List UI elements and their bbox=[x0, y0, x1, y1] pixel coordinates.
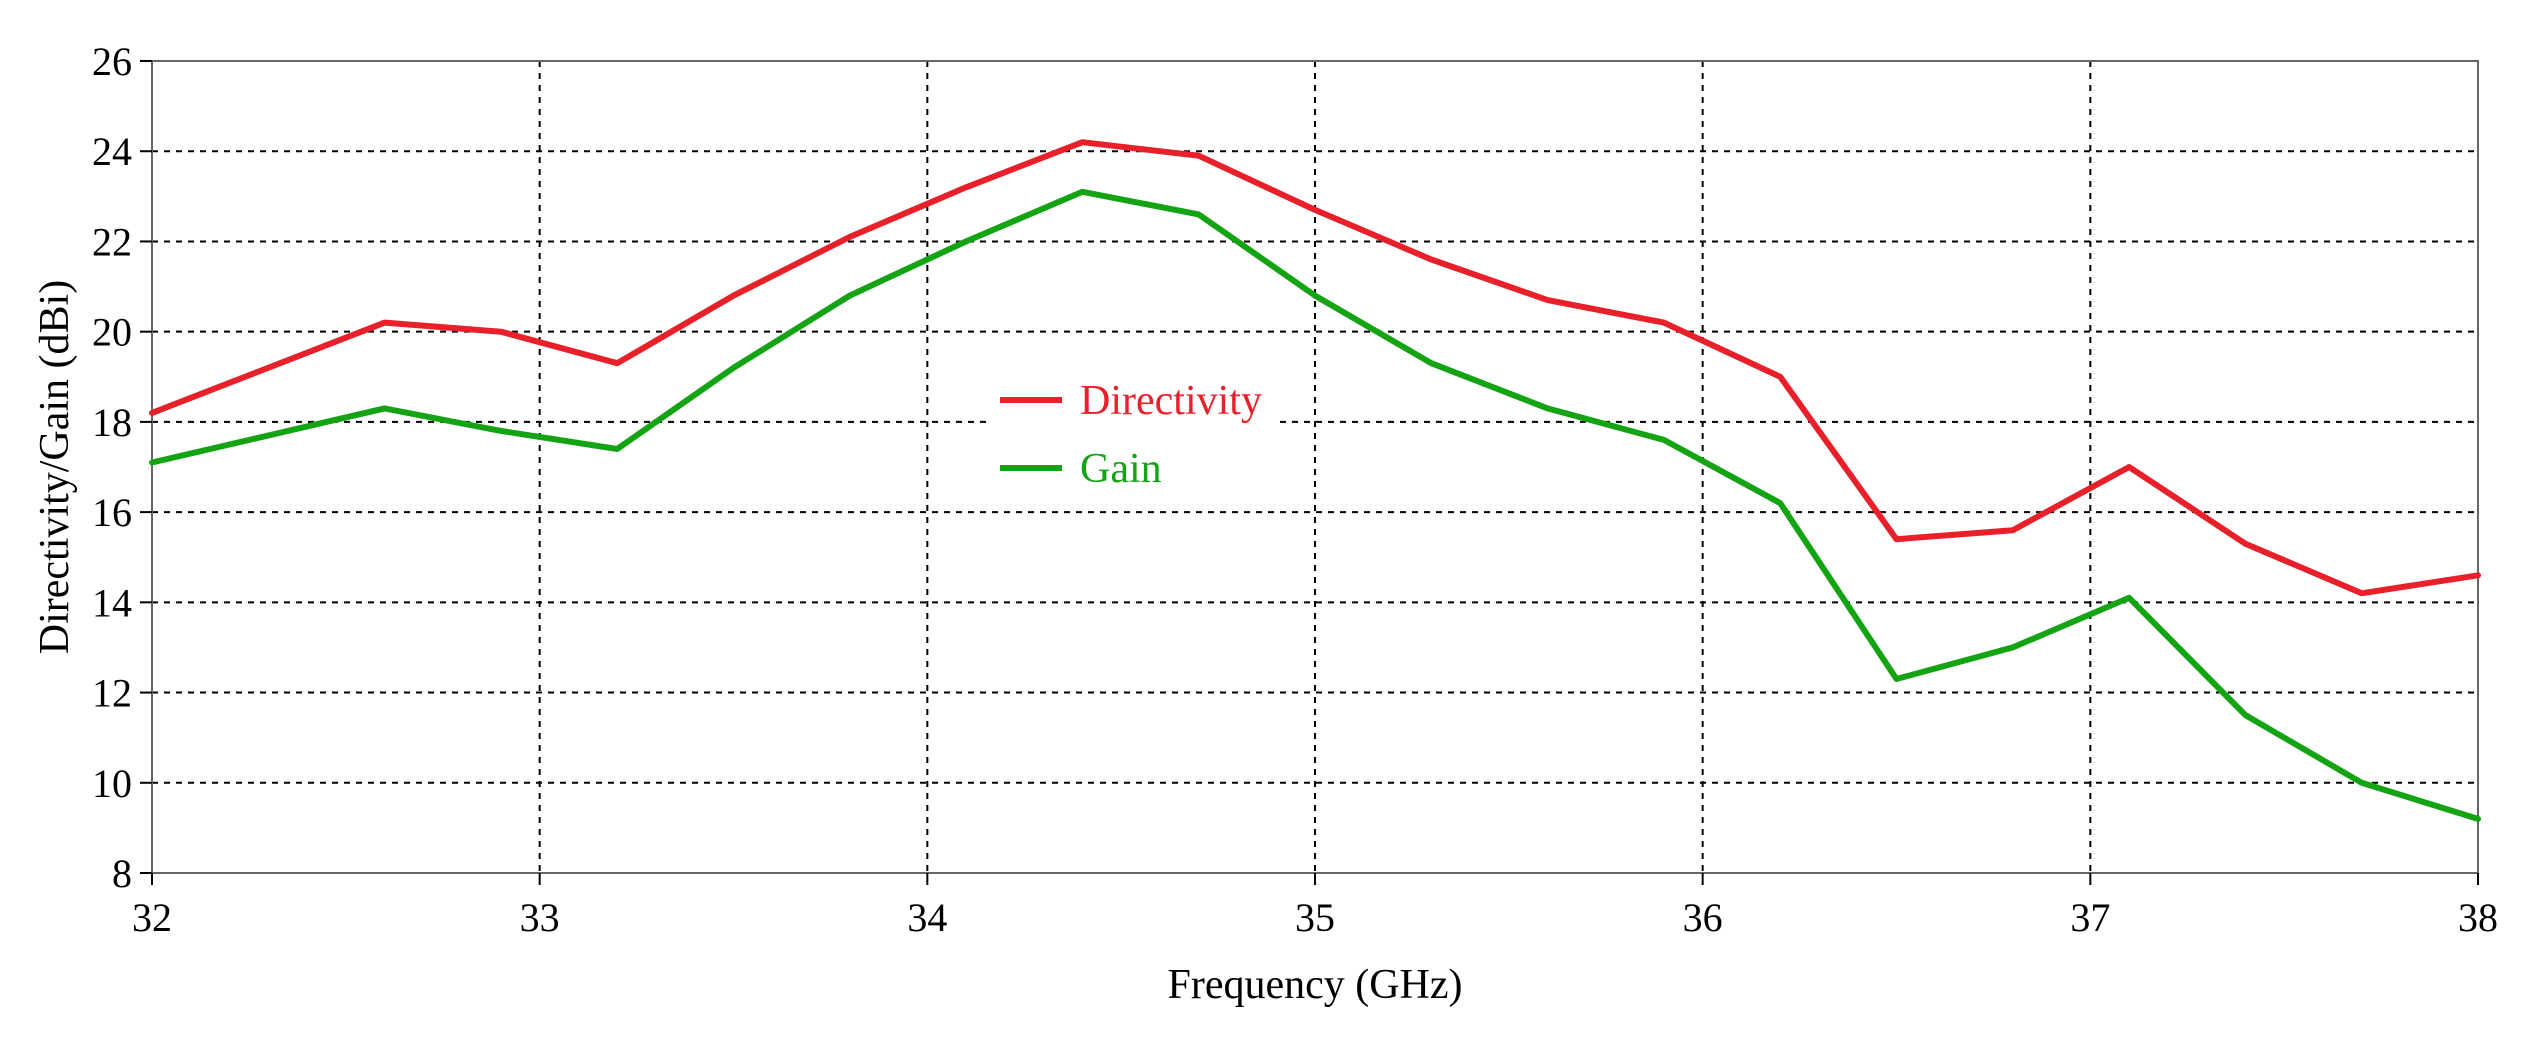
x-tick-label: 36 bbox=[1683, 895, 1723, 940]
y-tick-label: 10 bbox=[92, 761, 132, 806]
y-tick-label: 24 bbox=[92, 129, 132, 174]
x-tick-label: 32 bbox=[132, 895, 172, 940]
y-tick-label: 18 bbox=[92, 400, 132, 445]
legend-label-directivity: Directivity bbox=[1080, 378, 1262, 424]
y-tick-label: 22 bbox=[92, 219, 132, 264]
series-line-gain bbox=[149, 188, 2481, 822]
y-tick-label: 26 bbox=[92, 39, 132, 84]
y-tick-label: 20 bbox=[92, 310, 132, 355]
series-lines bbox=[149, 139, 2481, 822]
x-tick-label: 34 bbox=[907, 895, 947, 940]
x-tick-label: 35 bbox=[1295, 895, 1335, 940]
x-tick-label: 37 bbox=[2070, 895, 2110, 940]
legend: Directivity Gain bbox=[988, 360, 1278, 510]
y-axis-title: Directivity/Gain (dBi) bbox=[32, 280, 78, 654]
legend-label-gain: Gain bbox=[1080, 446, 1162, 492]
grid bbox=[152, 61, 2478, 873]
y-tick-label: 8 bbox=[112, 851, 132, 896]
x-tick-label: 38 bbox=[2458, 895, 2498, 940]
y-tick-label: 14 bbox=[92, 580, 132, 625]
series-line-directivity bbox=[149, 139, 2481, 597]
y-tick-label: 12 bbox=[92, 671, 132, 716]
y-tick-label: 16 bbox=[92, 490, 132, 535]
axis-ticks: 32 33 34 35 36 37 38 8 10 12 14 16 18 20 22 24 26 bbox=[92, 39, 2498, 940]
legend-box bbox=[988, 360, 1278, 510]
x-tick-label: 33 bbox=[520, 895, 560, 940]
x-axis-title: Frequency (GHz) bbox=[1167, 962, 1462, 1008]
